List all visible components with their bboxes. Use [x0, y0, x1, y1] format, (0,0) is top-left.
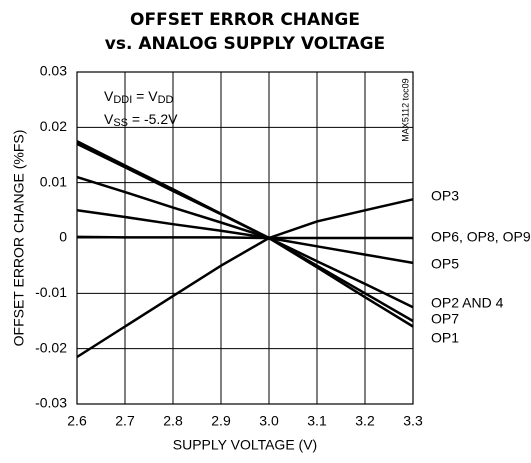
- annotation-part: = -5.2V: [128, 111, 178, 127]
- series-line: [76, 209, 414, 265]
- annotation-part: V: [104, 111, 114, 127]
- series-line: [76, 140, 414, 328]
- series-line: [76, 175, 414, 309]
- annotation-part: SS: [113, 117, 128, 129]
- series-line: [76, 235, 413, 240]
- y-axis-label: OFFSET ERROR CHANGE (%FS): [11, 130, 27, 347]
- y-tick-label: 0.01: [40, 173, 67, 189]
- x-tick-label: 3.1: [307, 413, 327, 429]
- annotation-part: = V: [132, 88, 158, 104]
- x-tick-label: 2.6: [67, 413, 87, 429]
- annotation-part: V: [104, 88, 114, 104]
- series-label: OP7: [431, 311, 459, 327]
- chart-title: vs. ANALOG SUPPLY VOLTAGE: [105, 34, 385, 54]
- annotation-part: DDI: [113, 94, 132, 106]
- chart-title: OFFSET ERROR CHANGE: [130, 10, 360, 30]
- x-tick-label: 2.7: [115, 413, 135, 429]
- series-label: OP5: [431, 256, 459, 272]
- y-tick-label: 0.03: [40, 63, 67, 79]
- x-tick-label: 2.8: [163, 413, 183, 429]
- series-line: [76, 198, 414, 359]
- x-tick-label: 3.2: [355, 413, 375, 429]
- x-axis-label: SUPPLY VOLTAGE (V): [173, 437, 317, 453]
- y-tick-label: 0.02: [40, 118, 67, 134]
- series-label: OP3: [431, 188, 459, 204]
- annotation: VDDI = VDD: [104, 88, 174, 106]
- series-label: OP6, OP8, OP9: [431, 229, 531, 245]
- x-tick-label: 3.3: [403, 413, 423, 429]
- side-note: MAX5112 toc09: [400, 78, 410, 141]
- y-tick-label: -0.03: [35, 395, 67, 411]
- y-tick-label: 0: [59, 229, 67, 245]
- y-tick-label: -0.01: [35, 284, 67, 300]
- series-label: OP1: [431, 330, 459, 346]
- annotation: VSS = -5.2V: [104, 111, 178, 129]
- y-tick-label: -0.02: [35, 339, 67, 355]
- annotation-part: DD: [158, 94, 174, 106]
- x-tick-label: 3.0: [259, 413, 279, 429]
- x-tick-label: 2.9: [211, 413, 231, 429]
- series-label: OP2 AND 4: [431, 295, 504, 311]
